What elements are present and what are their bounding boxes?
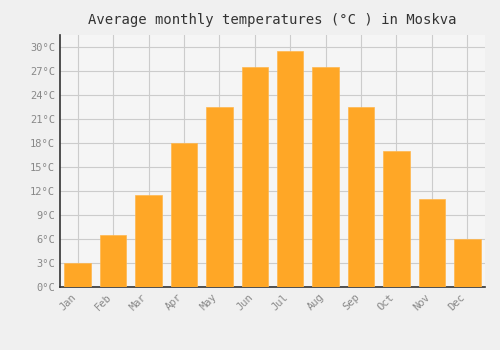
Bar xyxy=(383,151,409,287)
Bar xyxy=(64,263,91,287)
Bar xyxy=(100,235,126,287)
Title: Average monthly temperatures (°C ) in Moskva: Average monthly temperatures (°C ) in Mo… xyxy=(88,13,457,27)
Bar xyxy=(170,143,197,287)
Bar xyxy=(242,67,268,287)
Bar xyxy=(206,107,233,287)
Bar xyxy=(348,107,374,287)
Bar xyxy=(418,199,445,287)
Bar xyxy=(454,239,480,287)
Bar xyxy=(312,67,339,287)
Bar xyxy=(277,51,303,287)
Bar xyxy=(136,195,162,287)
